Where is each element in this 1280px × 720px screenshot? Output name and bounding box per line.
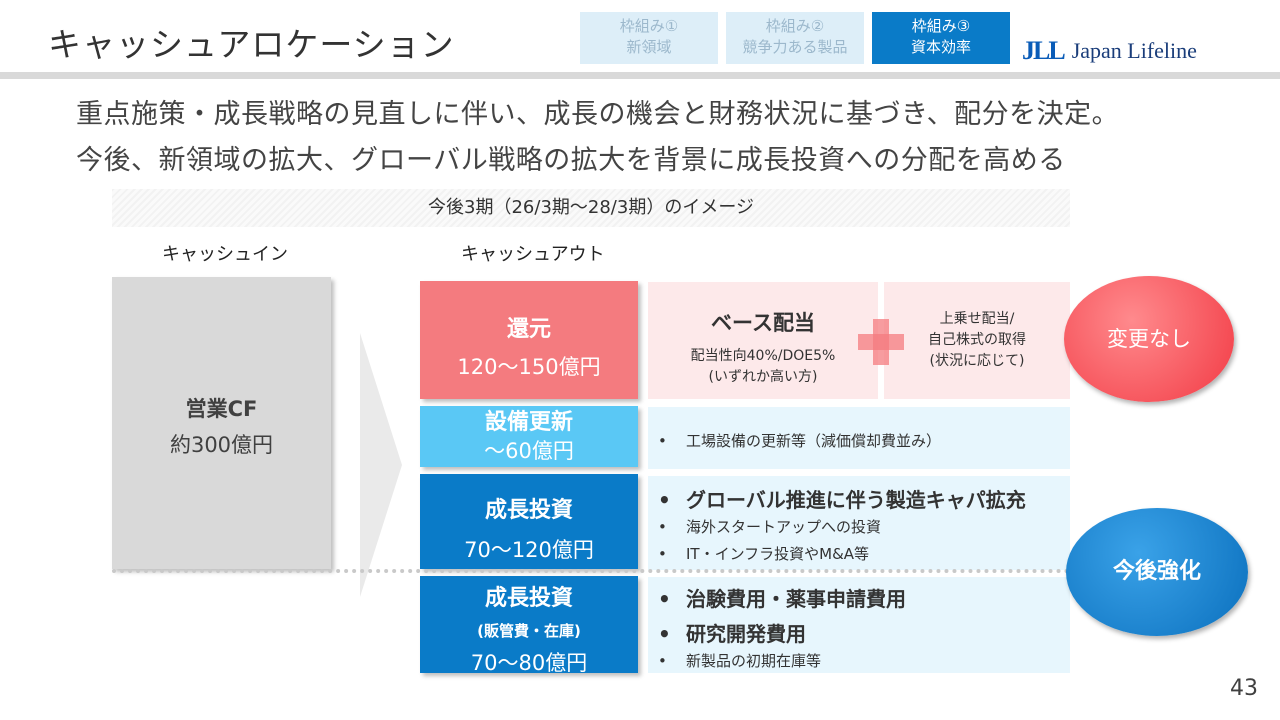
base-dividend-note: (いずれか高い方) [708,369,818,385]
base-dividend-panel: ベース配当 配当性向40%/DOE5% (いずれか高い方) [648,282,878,399]
framework-tab-3-line2: 資本効率 [910,38,971,56]
framework-tab-1-line1: 枠組み① [619,17,679,35]
growth-sga-item-1: • 治験費用・薬事申請費用 [658,583,906,612]
framework-tab-1-line2: 新領域 [626,38,672,56]
extra-return-line-1: 上乗せ配当/ [939,311,1015,327]
base-dividend-title: ベース配当 [711,311,815,335]
logo-mark: JLL [1022,36,1066,65]
growth-investment-title: 成長投資 [484,498,573,523]
lead-line-2: 今後、新領域の拡大、グローバル戦略の拡大を背景に成長投資への分配を高める [76,145,1066,176]
lead-line-1: 重点施策・成長戦略の見直しに伴い、成長の機会と財務状況に基づき、配分を決定。 [76,99,1120,130]
period-banner: 今後3期（26/3期～28/3期）のイメージ [112,189,1070,227]
return-title: 還元 [506,317,551,342]
framework-tab-2-line1: 枠組み② [765,17,825,35]
capex-title: 設備更新 [484,410,573,435]
growth-investment-item-1: • グローバル推進に伴う製造キャパ拡充 [658,484,1026,513]
growth-investment-item-1-text: グローバル推進に伴う製造キャパ拡充 [686,488,1026,512]
growth-investment-amount: 70～120億円 [464,538,594,562]
growth-sga-item-3-text: 新製品の初期在庫等 [686,652,822,670]
capex-amount: ～60億円 [484,439,574,463]
growth-sga-item-1-text: 治験費用・薬事申請費用 [686,587,906,611]
framework-tab-1[interactable]: 枠組み① 新領域 [580,12,718,64]
framework-tab-3-line1: 枠組み③ [911,17,971,35]
plus-icon-bar [858,334,904,350]
bullet-icon: • [658,545,667,563]
extra-return-line-3: (状況に応じて) [929,353,1025,369]
growth-investment-item-2-text: 海外スタートアップへの投資 [686,518,882,536]
growth-investment-detail-panel [648,476,1070,570]
growth-sga-amount: 70～80億円 [470,651,588,675]
page-title: キャッシュアロケーション [48,25,455,64]
dotted-divider [112,569,1230,573]
logo-name: Japan Lifeline [1071,38,1197,63]
base-dividend-policy: 配当性向40%/DOE5% [690,348,836,364]
bullet-icon: • [658,518,667,536]
growth-investment-item-2: • 海外スタートアップへの投資 [658,516,881,537]
cash-in-amount: 約300億円 [169,433,274,457]
capex-detail-panel [648,407,1070,469]
flow-arrow-icon [360,333,402,597]
cash-out-heading: キャッシュアウト [461,244,605,265]
framework-tab-2[interactable]: 枠組み② 競争力ある製品 [726,12,864,64]
bullet-icon: • [658,587,671,611]
capex-box: 設備更新 ～60億円 [420,406,638,467]
bullet-icon: • [658,622,671,646]
no-change-badge: 変更なし [1064,276,1234,402]
header-divider [0,72,1280,79]
return-box: 還元 120～150億円 [420,281,638,399]
company-logo: JLL Japan Lifeline [1022,36,1197,65]
growth-investment-item-3-text: IT・インフラ投資やM&A等 [686,545,870,563]
strengthen-badge: 今後強化 [1066,508,1248,636]
extra-return-line-2: 自己株式の取得 [928,332,1026,348]
extra-return-panel: 上乗せ配当/ 自己株式の取得 (状況に応じて) [884,282,1070,399]
growth-sga-subtitle: (販管費・在庫) [477,622,581,640]
growth-sga-detail-panel [648,577,1070,673]
growth-investment-item-3: • IT・インフラ投資やM&A等 [658,543,869,564]
framework-tab-3[interactable]: 枠組み③ 資本効率 [872,12,1010,64]
framework-tab-2-line2: 競争力ある製品 [742,38,848,56]
growth-sga-item-3: • 新製品の初期在庫等 [658,650,821,671]
growth-sga-item-2: • 研究開発費用 [658,618,806,647]
capex-detail-item: • 工場設備の更新等（減価償却費並み） [658,430,941,451]
bullet-icon: • [658,652,667,670]
cash-in-name: 営業CF [185,397,258,421]
growth-sga-title: 成長投資 [484,586,573,611]
growth-sga-box: 成長投資 (販管費・在庫) 70～80億円 [420,576,638,675]
bullet-icon: • [658,488,671,512]
return-amount: 120～150億円 [457,355,601,379]
growth-sga-item-2-text: 研究開発費用 [686,622,806,646]
cash-in-box: 営業CF 約300億円 [112,277,331,569]
page-number: 43 [1230,676,1258,701]
cash-in-heading: キャッシュイン [162,244,288,265]
bullet-icon: • [658,432,667,450]
growth-investment-box: 成長投資 70～120億円 [420,474,638,569]
capex-detail-text: 工場設備の更新等（減価償却費並み） [686,432,942,450]
